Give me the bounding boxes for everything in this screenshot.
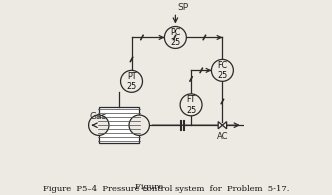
FancyBboxPatch shape [99, 107, 139, 143]
Polygon shape [218, 122, 222, 129]
Text: Gas: Gas [89, 112, 106, 121]
Text: FC
25: FC 25 [217, 61, 227, 80]
Circle shape [89, 115, 109, 135]
Polygon shape [222, 122, 227, 129]
Circle shape [129, 115, 149, 135]
Text: AC: AC [217, 132, 228, 141]
Text: PC
25: PC 25 [170, 28, 181, 47]
Circle shape [211, 59, 233, 81]
Circle shape [121, 70, 142, 92]
Circle shape [164, 27, 186, 48]
Text: FT
25: FT 25 [186, 95, 196, 114]
Text: Figure  P5–4  Pressure control system  for  Problem  5-17.: Figure P5–4 Pressure control system for … [43, 185, 289, 193]
Text: Figure: Figure [135, 183, 166, 191]
Circle shape [180, 94, 202, 116]
Text: PT
25: PT 25 [126, 72, 137, 91]
Text: SP: SP [177, 3, 188, 12]
